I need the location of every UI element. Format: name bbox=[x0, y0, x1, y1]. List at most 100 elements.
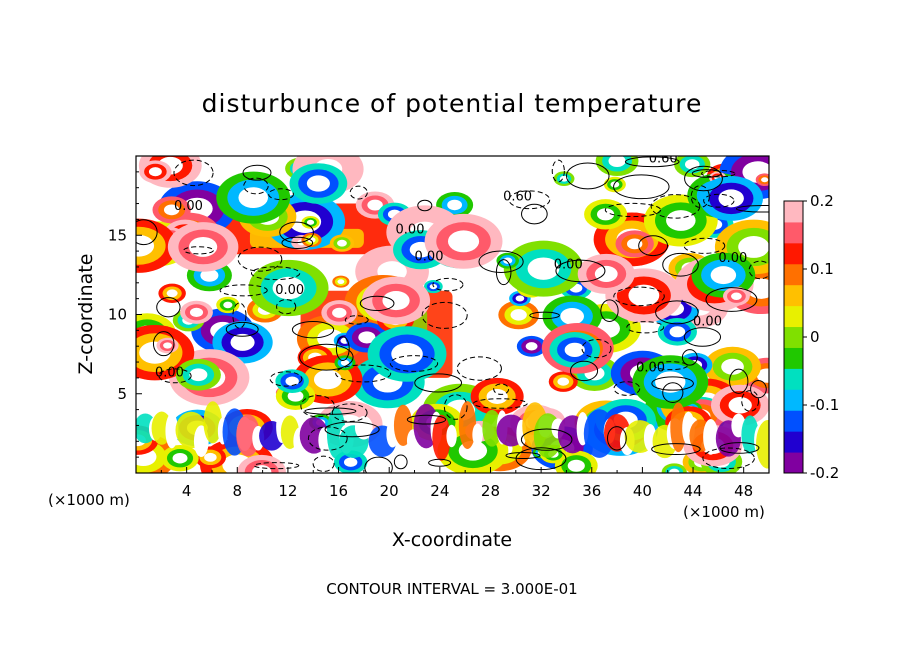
field-blob bbox=[610, 181, 620, 188]
field-blob bbox=[710, 266, 737, 285]
contour-line bbox=[158, 368, 192, 384]
y-tick-label: 10 bbox=[108, 306, 127, 324]
contour-line bbox=[331, 403, 368, 423]
contour-line bbox=[638, 235, 669, 257]
contour-line bbox=[651, 443, 701, 456]
contour-line bbox=[613, 381, 641, 396]
field-layer bbox=[136, 156, 769, 473]
contour-line bbox=[324, 421, 380, 438]
field-blob bbox=[486, 389, 508, 404]
contour-line bbox=[655, 300, 699, 325]
contour-line bbox=[268, 188, 294, 201]
colorbar-swatch bbox=[784, 326, 803, 348]
contour-line bbox=[417, 199, 433, 212]
x-axis: 4 8 12 16 20 24 28 32 36 40 44 48 bbox=[160, 467, 753, 500]
field-blob bbox=[718, 189, 744, 208]
field-blob bbox=[189, 307, 204, 317]
contour-line bbox=[565, 162, 610, 190]
contour-line bbox=[705, 287, 758, 312]
contour-line bbox=[276, 299, 297, 315]
y-tick-label: 5 bbox=[117, 385, 127, 403]
contour-line bbox=[701, 169, 736, 178]
x-tick-label: 28 bbox=[481, 482, 500, 500]
field-blob bbox=[165, 413, 179, 449]
contour-line bbox=[219, 284, 268, 297]
field-blob bbox=[200, 269, 219, 282]
colorbar-swatch bbox=[784, 389, 803, 411]
contour-label: 0.00 bbox=[396, 223, 425, 238]
colorbar-swatch bbox=[784, 368, 803, 390]
contour-line bbox=[702, 447, 755, 470]
contour-line bbox=[607, 426, 627, 451]
colorbar-label: 0.2 bbox=[810, 192, 834, 210]
contour-line bbox=[735, 204, 769, 213]
contour-line bbox=[364, 456, 393, 473]
x-tick-label: 24 bbox=[430, 482, 449, 500]
y-axis-label: Z-coordinate bbox=[75, 254, 97, 375]
field-blob bbox=[703, 419, 719, 455]
contour-line bbox=[300, 395, 335, 418]
contour-line bbox=[225, 321, 259, 337]
contour-line bbox=[684, 165, 723, 192]
field-blob bbox=[358, 331, 376, 344]
contour-line bbox=[393, 454, 408, 470]
field-blob bbox=[594, 265, 618, 282]
contour-line bbox=[613, 174, 670, 200]
field-blob bbox=[172, 452, 188, 464]
x-tick-label: 36 bbox=[582, 482, 601, 500]
field-blob bbox=[148, 167, 162, 177]
contour-line bbox=[304, 407, 357, 415]
x-tick-label: 8 bbox=[233, 482, 243, 500]
field-blob bbox=[721, 358, 744, 375]
contour-line bbox=[237, 246, 283, 272]
x-tick-label: 32 bbox=[532, 482, 551, 500]
field-blob bbox=[731, 292, 742, 301]
contour-line bbox=[493, 383, 510, 395]
contour-line bbox=[349, 185, 368, 200]
colorbar-swatch bbox=[784, 263, 803, 286]
contour-label: 0.60 bbox=[503, 189, 532, 204]
contour-line bbox=[281, 236, 314, 249]
contour-line bbox=[570, 360, 599, 382]
contour-line bbox=[750, 380, 767, 399]
field-blob bbox=[382, 290, 410, 311]
contour-line bbox=[242, 164, 272, 181]
contour-line bbox=[551, 159, 565, 183]
contour-line bbox=[279, 221, 314, 244]
contour-line bbox=[478, 250, 524, 273]
field-blob bbox=[482, 409, 502, 447]
field-blob bbox=[189, 368, 208, 382]
field-blob bbox=[367, 199, 383, 211]
field-blob bbox=[458, 401, 477, 449]
contour-line bbox=[691, 169, 722, 178]
contour-line bbox=[600, 299, 619, 323]
contour-line bbox=[741, 390, 760, 412]
field-blob bbox=[525, 342, 538, 351]
colorbar-swatch bbox=[784, 410, 803, 432]
field-blob bbox=[337, 279, 345, 285]
field-blob bbox=[557, 377, 570, 386]
field-blob bbox=[136, 234, 155, 257]
contour-line bbox=[581, 339, 612, 359]
field-blob bbox=[204, 452, 217, 462]
field-blob bbox=[756, 368, 769, 383]
contour-line bbox=[152, 331, 175, 357]
contour-line bbox=[335, 336, 350, 362]
field-blob bbox=[564, 342, 585, 357]
field-blob bbox=[163, 204, 180, 216]
field-blob bbox=[738, 236, 769, 258]
field-blob bbox=[447, 199, 463, 211]
contour-line bbox=[690, 185, 710, 208]
field-blob bbox=[447, 230, 480, 253]
x-tick-label: 20 bbox=[380, 482, 399, 500]
x-unit-right: (×1000 m) bbox=[683, 503, 765, 521]
x-tick-label: 48 bbox=[734, 482, 753, 500]
contour-line bbox=[232, 302, 247, 329]
x-tick-label: 40 bbox=[633, 482, 652, 500]
contour-line bbox=[250, 266, 301, 281]
contour-line bbox=[406, 414, 447, 425]
field-blob bbox=[203, 401, 222, 444]
field-blob bbox=[515, 295, 525, 302]
colorbar-swatch bbox=[784, 431, 803, 453]
colorbar-swatch bbox=[784, 347, 803, 369]
